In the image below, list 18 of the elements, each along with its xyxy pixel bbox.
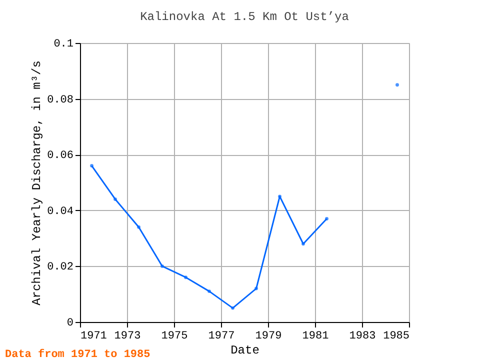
x-tick-label: 1979 xyxy=(255,330,282,342)
x-tick-label: 1971 xyxy=(80,330,108,342)
x-tick-label: 1983 xyxy=(349,330,376,342)
y-axis-title: Archival Yearly Discharge, in m³/s xyxy=(30,60,44,306)
y-tick-label: 0 xyxy=(66,318,74,330)
text: Data from 1971 to 1985 xyxy=(5,348,151,360)
x-tick-label: 1973 xyxy=(114,330,141,342)
x-tick-label: 1985 xyxy=(383,330,410,342)
x-tick-label: 1975 xyxy=(161,330,188,342)
y-tick-label: 0.06 xyxy=(47,150,74,162)
y-tick-label: 0.1 xyxy=(54,38,74,50)
y-tick-label: 0.08 xyxy=(47,94,74,106)
y-tick-label: 0.02 xyxy=(47,262,74,274)
x-tick-label: 1977 xyxy=(208,330,235,342)
chart-title: Kalinovka At 1.5 Km Ot Ust’ya xyxy=(140,10,349,24)
y-tick-label: 0.04 xyxy=(47,206,74,218)
x-tick-label: 1981 xyxy=(302,330,330,342)
x-axis-title: Date xyxy=(230,344,260,358)
